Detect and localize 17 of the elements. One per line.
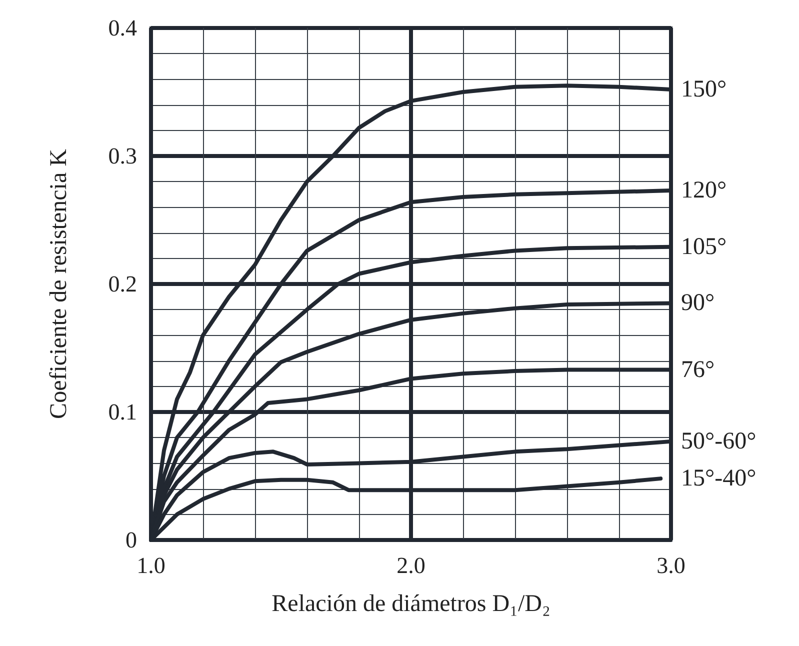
x-tick-label: 3.0 — [656, 553, 686, 578]
series-label: 120° — [681, 178, 727, 204]
y-axis-title: Coeficiente de resistencia K — [46, 148, 72, 419]
series-label: 150° — [681, 76, 727, 102]
y-tick-label: 0 — [126, 528, 137, 552]
y-tick-label: 0.2 — [108, 272, 137, 296]
y-tick-label: 0.3 — [108, 144, 137, 168]
series-label: 50°-60° — [681, 428, 756, 454]
x-axis-title: Relación de diámetros D₁/D₂ — [272, 591, 550, 617]
y-tick-label: 0.4 — [108, 16, 138, 40]
y-tick-label: 0.1 — [108, 400, 137, 424]
x-tick-label: 1.0 — [136, 553, 166, 578]
series-label: 90° — [681, 290, 715, 316]
series-label: 76° — [681, 356, 715, 383]
x-tick-label: 2.0 — [396, 553, 426, 578]
series-label: 105° — [681, 234, 727, 260]
series-label: 15°-40° — [681, 466, 756, 492]
